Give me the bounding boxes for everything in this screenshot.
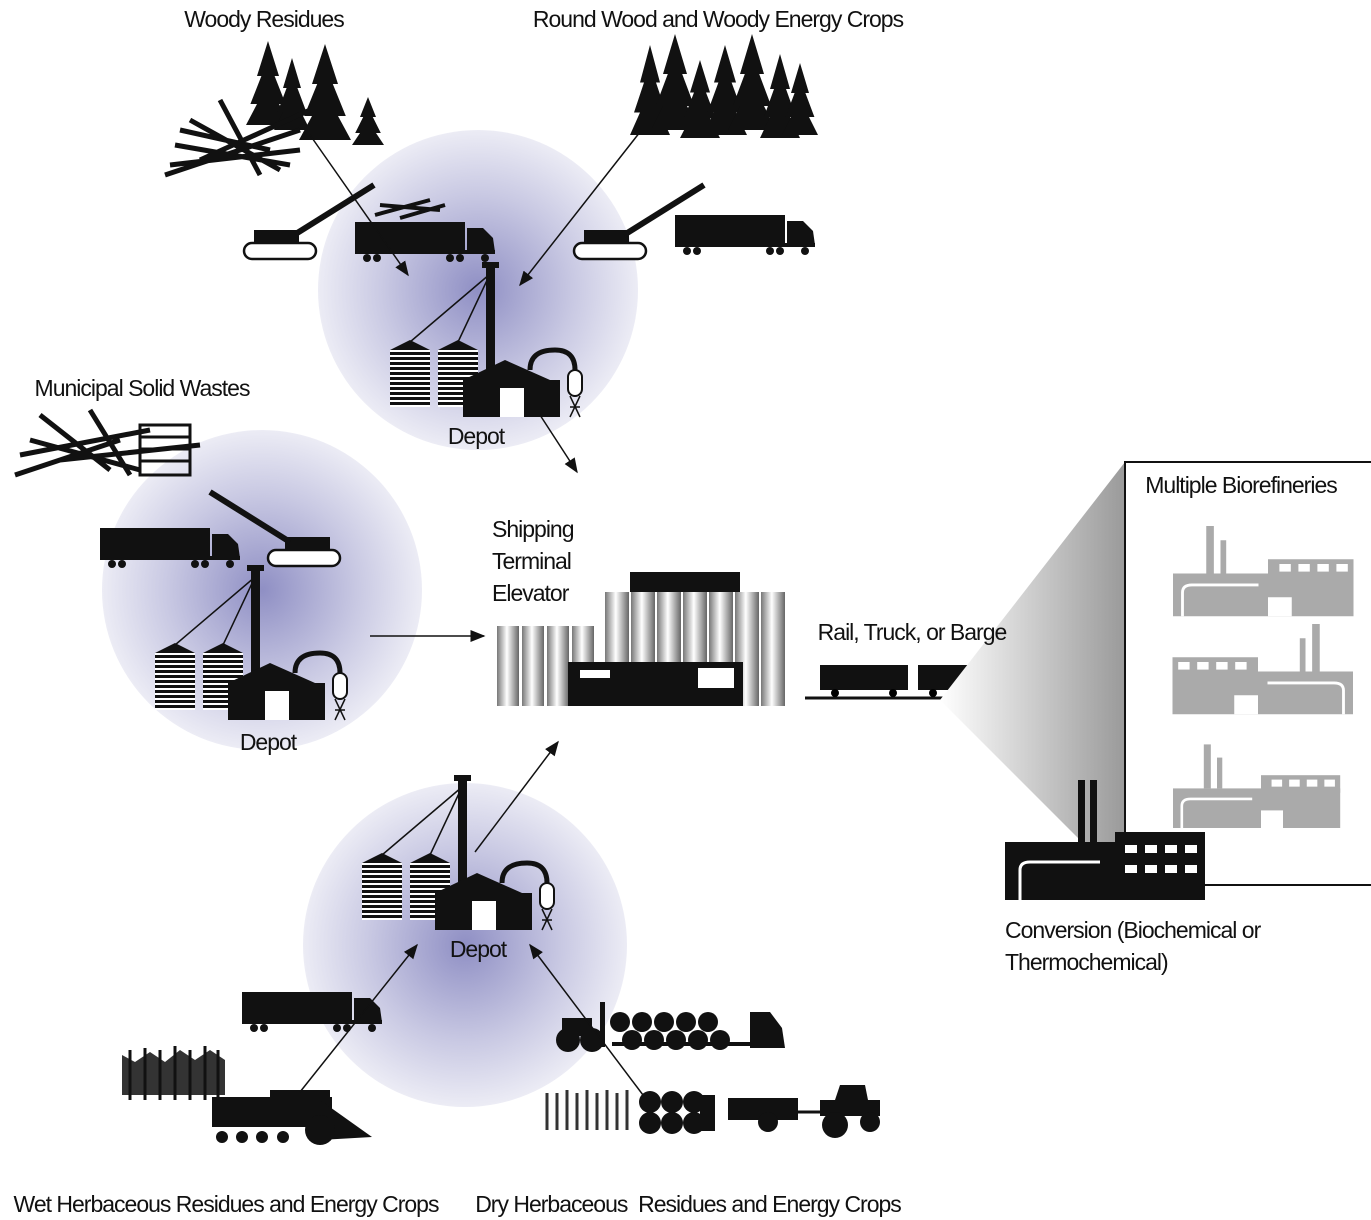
- wet-crops-icon: [122, 1046, 372, 1145]
- conversion-plant: [1005, 780, 1205, 900]
- source-label: Dry Herbaceous Residues and Energy Crops: [475, 1191, 901, 1217]
- dry-crops-icon: [545, 1002, 880, 1138]
- depot-label: Depot: [450, 936, 508, 962]
- terminal-label: Shipping: [492, 516, 574, 542]
- truck: [675, 215, 815, 255]
- depot-label: Depot: [448, 423, 506, 449]
- terminal-label: Terminal: [492, 548, 571, 574]
- zoom-wedge: [940, 462, 1125, 885]
- woody-residues-icon: [164, 41, 384, 178]
- biorefineries-label: Multiple Biorefineries: [1145, 472, 1337, 498]
- depot-label: Depot: [240, 729, 298, 755]
- source-label: Municipal Solid Wastes: [35, 375, 250, 401]
- source-label: Woody Residues: [184, 6, 344, 32]
- source-label: Round Wood and Woody Energy Crops: [533, 6, 904, 32]
- conversion-label: Conversion (Biochemical or: [1005, 917, 1262, 943]
- msw-icon: [14, 408, 201, 478]
- conversion-label: Thermochemical): [1005, 949, 1168, 975]
- transport-label: Rail, Truck, or Barge: [818, 619, 1007, 645]
- logs: [374, 198, 446, 220]
- flow-arrows: [299, 131, 644, 1096]
- terminal-label: Elevator: [492, 580, 570, 606]
- terminal-icon: [497, 572, 785, 706]
- source-label: Wet Herbaceous Residues and Energy Crops: [14, 1191, 439, 1217]
- round-wood-icon: [630, 34, 818, 139]
